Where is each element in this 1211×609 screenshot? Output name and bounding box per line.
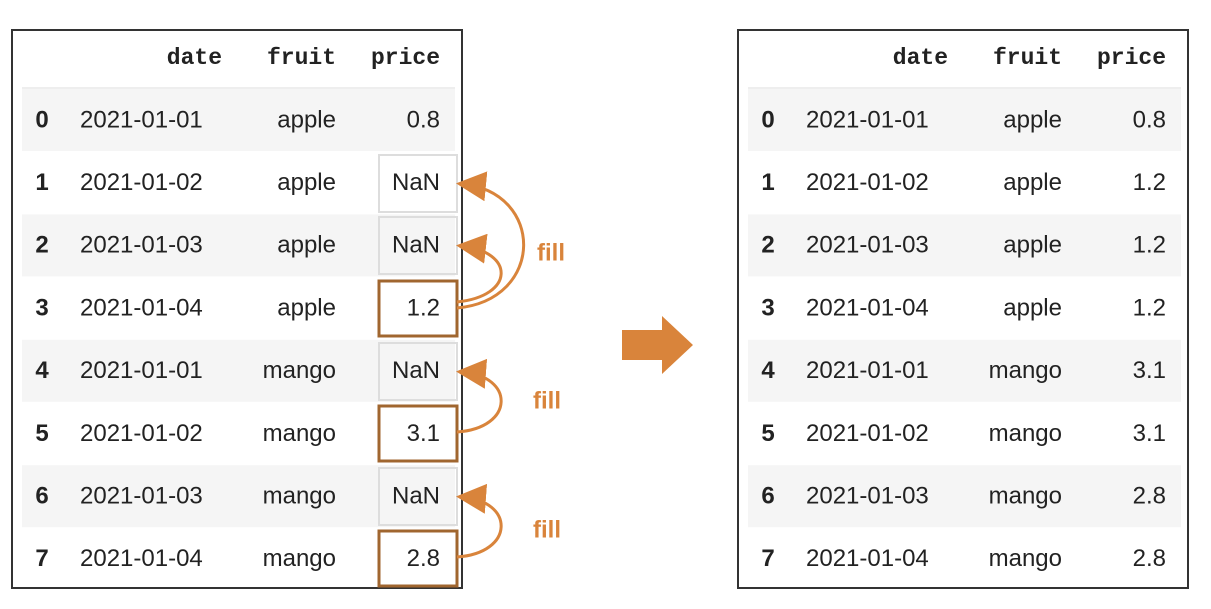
column-header: date bbox=[167, 45, 222, 71]
fill-label: fill bbox=[533, 387, 561, 414]
row-stripe bbox=[22, 89, 455, 151]
date-cell: 2021-01-03 bbox=[806, 232, 929, 259]
date-cell: 2021-01-02 bbox=[80, 420, 203, 447]
row-stripe bbox=[748, 214, 1181, 277]
price-cell: 2.8 bbox=[1133, 545, 1166, 572]
table: date fruit price 0 2021-01-01 apple 0.8 1 2021-0… bbox=[737, 29, 1189, 589]
row-index: 7 bbox=[761, 545, 774, 572]
fill-arrow bbox=[456, 233, 503, 304]
row-index: 5 bbox=[35, 420, 48, 447]
row-stripe bbox=[22, 214, 455, 277]
row-index: 5 bbox=[761, 420, 774, 447]
row-index: 1 bbox=[35, 169, 48, 196]
date-cell: 2021-01-01 bbox=[806, 106, 929, 133]
fruit-cell: mango bbox=[989, 420, 1062, 447]
price-cell: NaN bbox=[392, 169, 440, 196]
date-cell: 2021-01-02 bbox=[80, 169, 203, 196]
date-cell: 2021-01-01 bbox=[806, 357, 929, 384]
row-stripe bbox=[22, 339, 455, 402]
fruit-cell: apple bbox=[1003, 294, 1062, 321]
fill-arrow bbox=[456, 171, 526, 310]
arrows: fill fill fill bbox=[456, 171, 565, 559]
fruit-cell: apple bbox=[1003, 106, 1062, 133]
fruit-cell: apple bbox=[1003, 169, 1062, 196]
row-stripe bbox=[22, 465, 455, 528]
row-index: 6 bbox=[761, 483, 774, 510]
column-header: date bbox=[893, 45, 948, 71]
row-index: 0 bbox=[35, 106, 48, 133]
transform-arrow bbox=[622, 316, 693, 374]
fruit-cell: mango bbox=[263, 545, 336, 572]
fruit-cell: mango bbox=[263, 483, 336, 510]
row-index: 6 bbox=[35, 483, 48, 510]
price-cell: NaN bbox=[392, 357, 440, 384]
row-index: 2 bbox=[761, 232, 774, 259]
price-cell: 1.2 bbox=[1133, 232, 1166, 259]
source-box bbox=[377, 529, 459, 588]
fruit-cell: apple bbox=[277, 169, 336, 196]
date-cell: 2021-01-04 bbox=[806, 545, 929, 572]
column-header: price bbox=[371, 45, 440, 71]
source-box bbox=[377, 404, 459, 463]
price-cell: 3.1 bbox=[1133, 420, 1166, 447]
fill-arrow bbox=[456, 358, 503, 434]
fruit-cell: apple bbox=[277, 294, 336, 321]
fruit-cell: mango bbox=[263, 420, 336, 447]
price-cell: 2.8 bbox=[1133, 483, 1166, 510]
row-index: 3 bbox=[761, 294, 774, 321]
table-border bbox=[11, 29, 463, 589]
date-cell: 2021-01-03 bbox=[80, 483, 203, 510]
column-header: fruit bbox=[267, 45, 336, 71]
row-stripe bbox=[748, 89, 1181, 151]
date-cell: 2021-01-04 bbox=[80, 294, 203, 321]
fruit-cell: mango bbox=[989, 483, 1062, 510]
fruit-cell: apple bbox=[277, 106, 336, 133]
date-cell: 2021-01-03 bbox=[806, 483, 929, 510]
row-index: 3 bbox=[35, 294, 48, 321]
price-cell: 2.8 bbox=[407, 545, 440, 572]
fruit-cell: apple bbox=[277, 232, 336, 259]
price-cell: 3.1 bbox=[407, 420, 440, 447]
date-cell: 2021-01-04 bbox=[806, 294, 929, 321]
row-index: 1 bbox=[761, 169, 774, 196]
date-cell: 2021-01-01 bbox=[80, 106, 203, 133]
date-cell: 2021-01-02 bbox=[806, 420, 929, 447]
row-index: 7 bbox=[35, 545, 48, 572]
fruit-cell: mango bbox=[989, 545, 1062, 572]
row-stripe bbox=[748, 465, 1181, 528]
source-box bbox=[377, 279, 459, 338]
fill-label: fill bbox=[533, 516, 561, 543]
price-cell: NaN bbox=[392, 483, 440, 510]
table-border bbox=[737, 29, 1189, 589]
fill-arrow bbox=[456, 483, 503, 559]
price-cell: 1.2 bbox=[1133, 169, 1166, 196]
row-index: 0 bbox=[761, 106, 774, 133]
date-cell: 2021-01-02 bbox=[806, 169, 929, 196]
row-index: 2 bbox=[35, 232, 48, 259]
row-stripe bbox=[748, 339, 1181, 402]
price-cell: NaN bbox=[392, 232, 440, 259]
column-header: price bbox=[1097, 45, 1166, 71]
date-cell: 2021-01-03 bbox=[80, 232, 203, 259]
row-index: 4 bbox=[761, 357, 775, 384]
price-cell: 1.2 bbox=[1133, 294, 1166, 321]
price-cell: 0.8 bbox=[1133, 106, 1166, 133]
fruit-cell: apple bbox=[1003, 232, 1062, 259]
fill-label: fill bbox=[537, 239, 565, 266]
date-cell: 2021-01-01 bbox=[80, 357, 203, 384]
date-cell: 2021-01-04 bbox=[80, 545, 203, 572]
price-cell: 0.8 bbox=[407, 106, 440, 133]
price-cell: 3.1 bbox=[1133, 357, 1166, 384]
fruit-cell: mango bbox=[263, 357, 336, 384]
price-cell: 1.2 bbox=[407, 294, 440, 321]
table: date fruit price 0 2021-01-01 apple 0.8 1 2021-0… bbox=[11, 29, 463, 589]
row-index: 4 bbox=[35, 357, 49, 384]
fruit-cell: mango bbox=[989, 357, 1062, 384]
tables: date fruit price 0 2021-01-01 apple 0.8 1 2021-0… bbox=[11, 29, 1189, 589]
column-header: fruit bbox=[993, 45, 1062, 71]
